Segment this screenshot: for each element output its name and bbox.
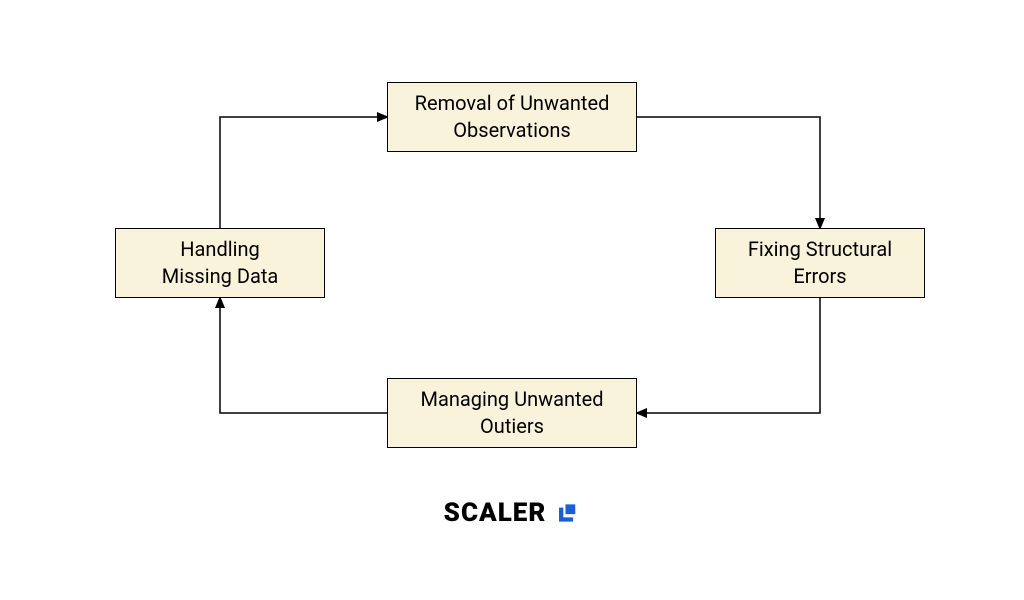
- node-label: Managing UnwantedOutiers: [421, 386, 604, 440]
- edge: [637, 298, 820, 413]
- edge: [220, 298, 387, 413]
- edge: [220, 117, 387, 228]
- node-removal-unwanted-observations: Removal of UnwantedObservations: [387, 82, 637, 152]
- logo-icon: [554, 500, 580, 526]
- node-handling-missing-data: HandlingMissing Data: [115, 228, 325, 298]
- logo-text: SCALER: [444, 498, 547, 528]
- node-fixing-structural-errors: Fixing StructuralErrors: [715, 228, 925, 298]
- node-label: Removal of UnwantedObservations: [415, 90, 610, 144]
- edge: [637, 117, 820, 228]
- node-managing-unwanted-outliers: Managing UnwantedOutiers: [387, 378, 637, 448]
- node-label: Fixing StructuralErrors: [748, 236, 892, 290]
- node-label: HandlingMissing Data: [162, 236, 279, 290]
- scaler-logo: SCALER: [444, 498, 581, 528]
